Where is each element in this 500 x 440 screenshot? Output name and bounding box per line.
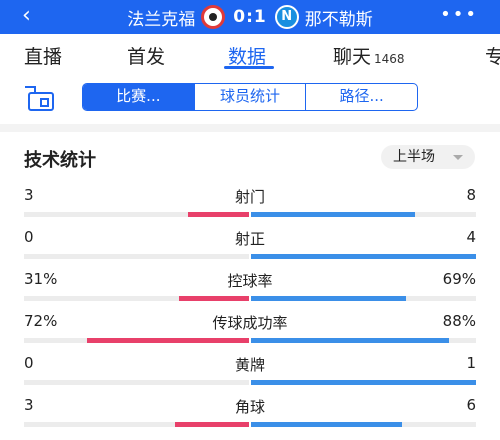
away-bar-fill [251, 254, 476, 259]
away-bar-track [251, 212, 476, 217]
stat-away-value: 69% [442, 270, 476, 288]
match-score: 0:1 [233, 7, 267, 27]
stats-title: 技术统计 [24, 150, 96, 171]
home-bar-track [24, 296, 249, 301]
stat-name: 黄牌 [234, 356, 265, 374]
away-bar-track [251, 380, 476, 385]
stat-away-value: 1 [466, 354, 476, 372]
away-bar-fill [251, 338, 449, 343]
stat-row: 31% 控球率 69% [0, 270, 500, 312]
away-team-name: 那不勒斯 [304, 9, 373, 30]
eagle-crest-icon [201, 5, 226, 29]
home-bar-fill [188, 212, 249, 217]
away-bar-fill [251, 296, 406, 301]
chat-count: 1468 [374, 52, 405, 66]
home-bar-track [24, 422, 249, 427]
stat-away-value: 4 [466, 228, 476, 246]
stat-away-value: 8 [466, 186, 476, 204]
stat-away-value: 6 [466, 396, 476, 414]
home-bar-fill [175, 422, 249, 427]
stat-home-value: 31% [24, 270, 58, 288]
away-bar-fill [251, 380, 476, 385]
segment-match[interactable]: 比赛... [83, 84, 195, 110]
section-divider [0, 124, 500, 132]
away-bar-fill [251, 212, 415, 217]
stat-row: 72% 传球成功率 88% [0, 312, 500, 354]
period-dropdown[interactable]: 上半场 [381, 145, 475, 169]
away-bar-fill [251, 422, 402, 427]
stat-away-value: 88% [442, 312, 476, 330]
stat-name: 射门 [234, 188, 265, 206]
period-label: 上半场 [393, 149, 435, 165]
tab-lineup[interactable]: 首发 [127, 46, 166, 68]
stat-home-value: 72% [24, 312, 58, 330]
more-options-icon[interactable]: ••• [440, 4, 478, 25]
away-bar-track [251, 296, 476, 301]
away-bar-track [251, 338, 476, 343]
stat-name: 控球率 [227, 272, 273, 290]
stat-row: 0 黄牌 1 [0, 354, 500, 396]
stat-name: 角球 [234, 398, 265, 416]
stat-home-value: 3 [24, 396, 34, 414]
caret-down-icon [453, 155, 463, 160]
match-summary: 法兰克福 0:1 N 那不勒斯 [0, 0, 500, 34]
segment-player-stats[interactable]: 球员统计 [195, 84, 307, 110]
stat-row: 3 角球 6 [0, 396, 500, 438]
pitch-view-icon[interactable] [22, 84, 56, 112]
tab-live[interactable]: 直播 [24, 46, 63, 68]
stat-home-value: 0 [24, 354, 34, 372]
home-bar-track [24, 380, 249, 385]
home-team-name: 法兰克福 [127, 9, 196, 30]
stat-name: 射正 [234, 230, 265, 248]
match-header: ‹ 法兰克福 0:1 N 那不勒斯 ••• [0, 0, 500, 34]
stat-home-value: 0 [24, 228, 34, 246]
home-bar-fill [179, 296, 249, 301]
stat-name: 传球成功率 [212, 314, 288, 332]
tab-more[interactable]: 专 [485, 46, 500, 68]
home-bar-fill [87, 338, 249, 343]
tab-chat[interactable]: 聊天 1468 [333, 46, 405, 68]
stat-home-value: 3 [24, 186, 34, 204]
active-tab-indicator [224, 66, 274, 69]
stats-segment-row: 比赛... 球员统计 路径... [0, 80, 500, 116]
away-bar-track [251, 422, 476, 427]
match-tabs: 直播 首发 数据 聊天 1468 专 [0, 34, 500, 74]
segment-path[interactable]: 路径... [339, 87, 384, 105]
stat-row: 0 射正 4 [0, 228, 500, 270]
tab-data[interactable]: 数据 [228, 46, 267, 68]
back-chevron-icon[interactable]: ‹ [22, 3, 31, 28]
stats-segmented-control: 比赛... 球员统计 路径... [82, 83, 418, 111]
stat-row: 3 射门 8 [0, 186, 500, 228]
away-bar-track [251, 254, 476, 259]
home-bar-track [24, 254, 249, 259]
napoli-crest-icon: N [274, 5, 299, 29]
home-bar-track [24, 338, 249, 343]
home-bar-track [24, 212, 249, 217]
